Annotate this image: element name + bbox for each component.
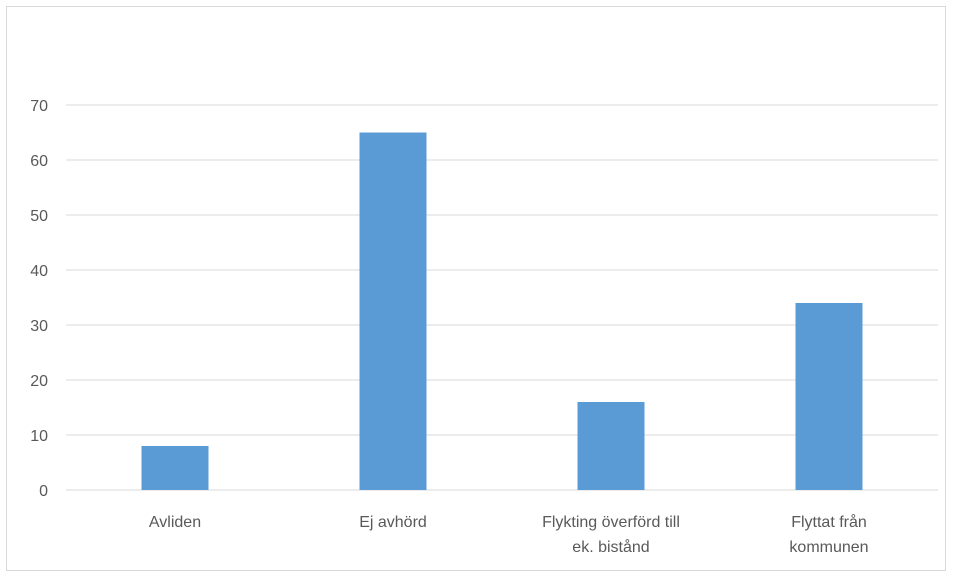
- x-category-label-line: Flykting överförd till: [542, 514, 680, 531]
- y-tick-label: 10: [30, 428, 48, 445]
- bar: [795, 303, 863, 490]
- y-tick-label: 60: [30, 153, 48, 170]
- x-category-label: Ej avhörd: [359, 514, 427, 531]
- x-category-label: Flykting överförd till ek. bistånd: [542, 514, 680, 556]
- y-tick-label: 30: [30, 318, 48, 335]
- y-tick-label: 0: [39, 483, 48, 500]
- x-category-label-line: Ej avhörd: [359, 514, 427, 531]
- gridlines: [66, 104, 938, 491]
- bar: [141, 446, 209, 490]
- bar: [359, 132, 427, 490]
- x-category-label-line: Avliden: [149, 514, 201, 531]
- x-category-label-line: ek. bistånd: [572, 538, 649, 556]
- x-category-label: Avliden: [149, 514, 201, 531]
- x-axis-labels: Avliden Ej avhörd Flykting överförd till ek…: [149, 513, 869, 556]
- x-category-label-line: kommunen: [789, 539, 868, 556]
- x-category-label: Flyttat från kommunen: [789, 513, 868, 556]
- bars: [141, 132, 863, 490]
- x-category-label-line: Flyttat från: [791, 513, 867, 531]
- y-tick-label: 20: [30, 373, 48, 390]
- bar: [577, 402, 645, 490]
- y-tick-label: 40: [30, 263, 48, 280]
- y-axis-ticks: 0 10 20 30 40 50 60 70: [30, 98, 48, 500]
- y-tick-label: 50: [30, 208, 48, 225]
- y-tick-label: 70: [30, 98, 48, 115]
